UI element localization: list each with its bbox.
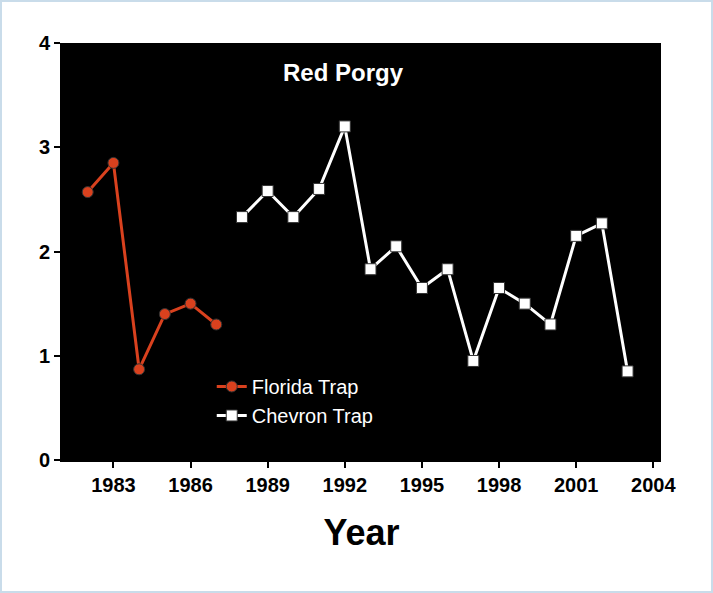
svg-text:1: 1 bbox=[39, 345, 50, 367]
svg-text:4: 4 bbox=[39, 32, 51, 54]
svg-text:3: 3 bbox=[39, 136, 50, 158]
svg-text:2: 2 bbox=[39, 241, 50, 263]
svg-text:1998: 1998 bbox=[477, 474, 522, 496]
svg-text:Florida Trap: Florida Trap bbox=[252, 376, 359, 398]
svg-text:Year: Year bbox=[323, 512, 399, 553]
svg-text:Chevron Trap: Chevron Trap bbox=[252, 405, 373, 427]
svg-text:2004: 2004 bbox=[631, 474, 676, 496]
svg-text:0: 0 bbox=[39, 449, 50, 471]
svg-text:1986: 1986 bbox=[168, 474, 213, 496]
svg-text:1989: 1989 bbox=[245, 474, 290, 496]
svg-text:Red Porgy: Red Porgy bbox=[283, 59, 404, 86]
svg-text:1992: 1992 bbox=[323, 474, 368, 496]
svg-text:1983: 1983 bbox=[91, 474, 136, 496]
svg-text:1995: 1995 bbox=[400, 474, 445, 496]
svg-text:2001: 2001 bbox=[554, 474, 599, 496]
